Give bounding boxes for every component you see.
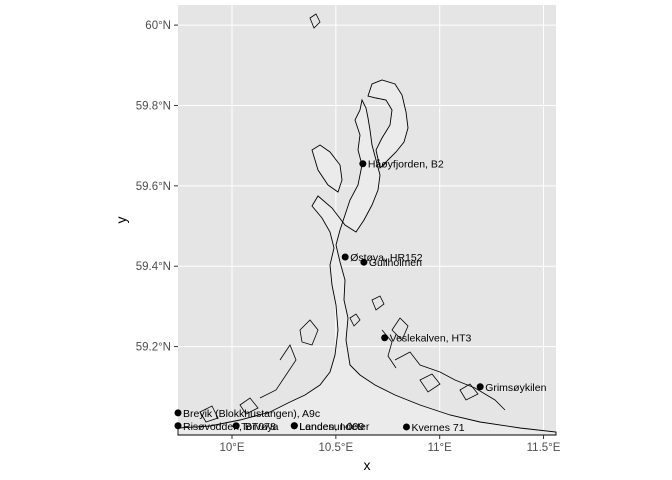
- grid-lines: [178, 5, 556, 435]
- station-point[interactable]: [290, 422, 298, 430]
- station-point[interactable]: [174, 422, 182, 430]
- x-axis: 10°E 10.5°E 11°E 11.5°E: [219, 435, 561, 454]
- island-outline: [199, 405, 219, 423]
- island-outline: [239, 397, 259, 415]
- station-point[interactable]: [476, 383, 484, 391]
- island-outline: [349, 313, 361, 327]
- station-label: Kvernes 71: [411, 422, 464, 434]
- west-arm: [311, 144, 343, 193]
- fjord-water: [177, 98, 557, 436]
- coast-line: [394, 351, 506, 411]
- station-point[interactable]: [381, 334, 389, 342]
- station-label: Risøvodden, BT078: [183, 421, 276, 433]
- station-point[interactable]: [360, 258, 368, 266]
- plot-panel: [178, 5, 556, 435]
- station-point[interactable]: [174, 409, 182, 417]
- station-label: Landesundeter: [299, 421, 370, 433]
- station-label: Gullholmen: [369, 257, 422, 269]
- x-tick-label: 11°E: [428, 442, 453, 454]
- coastline: [177, 13, 557, 436]
- island-outline: [459, 383, 479, 401]
- x-tick-label: 11.5°E: [527, 442, 561, 454]
- inner-fjord-east: [367, 79, 409, 169]
- island-outline: [419, 373, 441, 393]
- x-tick-label: 10°E: [219, 442, 244, 454]
- island-outline: [309, 13, 321, 29]
- station-point[interactable]: [232, 422, 240, 430]
- x-axis-title: x: [364, 457, 371, 473]
- y-tick-label: 59.4°N: [136, 261, 171, 273]
- station-label: Lenden, I-009: [299, 421, 364, 433]
- station-label: Håøyfjorden, B2: [368, 159, 444, 171]
- y-tick-label: 59.8°N: [136, 100, 171, 112]
- island-outline: [391, 317, 409, 341]
- station-label: Torvøya: [241, 421, 279, 433]
- y-tick-label: 59.2°N: [136, 342, 171, 354]
- y-tick-label: 59.6°N: [136, 181, 171, 193]
- island-outline: [299, 319, 319, 346]
- station-point[interactable]: [359, 160, 367, 168]
- station-point[interactable]: [402, 423, 410, 431]
- y-tick-label: 60°N: [145, 20, 171, 32]
- station-label: Østøya, HR152: [350, 252, 423, 264]
- y-axis: 59.2°N 59.4°N 59.6°N 59.8°N 60°N: [136, 20, 178, 354]
- station-point[interactable]: [341, 253, 349, 261]
- station-label: Breyik (Blokkhustangen), A9c: [183, 408, 320, 420]
- island-outline: [371, 295, 385, 311]
- coast-line: [259, 344, 297, 399]
- station-label: Grimsøykilen: [485, 382, 546, 394]
- x-tick-label: 10.5°E: [319, 442, 354, 454]
- y-axis-title: y: [113, 217, 129, 224]
- station-label: Veslekalven, HT3: [390, 333, 472, 345]
